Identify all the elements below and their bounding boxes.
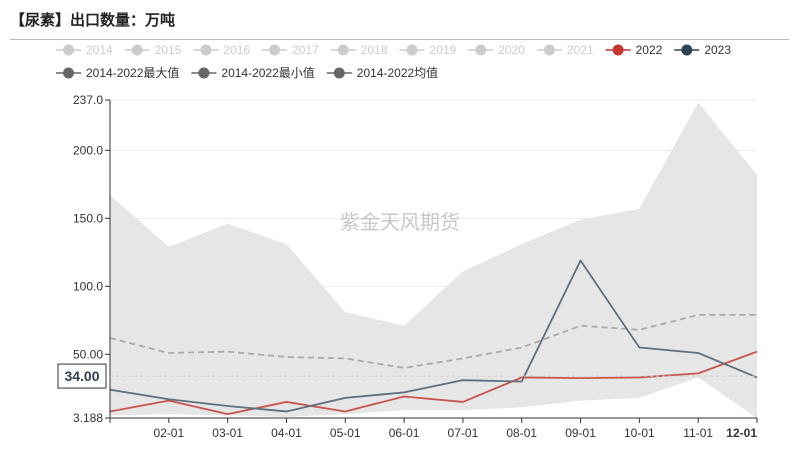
series-line-1: [109, 350, 758, 416]
legend-marker-8: [612, 44, 624, 56]
legend-item-1: 2015: [124, 43, 182, 57]
legend-marker-10: [63, 67, 74, 79]
x-tick-label-11: 12-01: [726, 426, 757, 440]
crosshair-box: [57, 363, 107, 389]
axes: 3.188 50.00 100.0 150.0 200.0 237.0 02-01 03-01…: [73, 93, 758, 440]
legend-label-10: 2014-2022最大值: [86, 65, 179, 80]
x-tick-label-2: 03-01: [212, 426, 243, 440]
legend-item-4: 2018: [330, 43, 388, 57]
legend-label-12: 2014-2022均值: [357, 65, 438, 80]
legend-marker-9: [681, 44, 693, 56]
legend-item-9: 2023: [674, 43, 731, 57]
x-tick-label-3: 04-01: [271, 426, 302, 440]
crosshair-pointer: 34.00: [57, 363, 757, 389]
legend-marker-4: [337, 44, 349, 56]
legend-marker-0: [63, 44, 74, 56]
legend-item-2: 2016: [193, 43, 250, 57]
legend-item-12: 2014-2022均值: [326, 65, 438, 80]
chart-title: 【尿素】出口数量：万吨: [10, 12, 176, 29]
max-min-band: [110, 102, 757, 419]
legend-marker-12: [333, 67, 345, 79]
legend-label-7: 2021: [567, 43, 594, 57]
legend-item-0: 2014: [56, 43, 113, 57]
legend-label-2: 2016: [223, 43, 250, 57]
legend-item-11: 2014-2022最小值: [191, 65, 315, 80]
x-tick-label-9: 10-01: [624, 426, 655, 440]
legend-marker-1: [131, 44, 143, 56]
x-tick-label-1: 02-01: [153, 426, 184, 440]
y-tick-label-3: 150.0: [73, 211, 103, 225]
x-tick-label-4: 05-01: [330, 426, 361, 440]
y-tick-label-4: 200.0: [73, 143, 103, 157]
watermark: 紫金天风期货: [340, 210, 460, 234]
y-tick-label-5: 237.0: [73, 93, 103, 107]
title-divider: [10, 39, 789, 40]
legend-label-0: 2014: [86, 43, 113, 57]
y-tick-label-2: 100.0: [73, 279, 103, 293]
legend-marker-11: [198, 67, 210, 79]
legend-item-8: 2022: [605, 43, 663, 57]
y-tick-label-1: 50.00: [73, 347, 103, 361]
legend-label-1: 2015: [155, 43, 182, 57]
legend-label-3: 2017: [292, 43, 319, 57]
x-tick-label-5: 06-01: [389, 426, 420, 440]
legend: 2014 2015 2016 2017 2018 2019 2020 2021 2022 2023…: [56, 43, 731, 80]
legend-marker-2: [200, 44, 212, 56]
x-tick-label-6: 07-01: [448, 426, 479, 440]
x-tick-label-8: 09-01: [565, 426, 596, 440]
series-lines: [109, 259, 758, 416]
legend-item-3: 2017: [262, 43, 319, 57]
crosshair-label: 34.00: [64, 368, 99, 384]
x-tick-label-7: 08-01: [506, 426, 537, 440]
legend-label-6: 2020: [498, 43, 525, 57]
legend-item-10: 2014-2022最大值: [56, 65, 179, 80]
legend-marker-3: [269, 44, 281, 56]
y-tick-label-0: 3.188: [73, 411, 103, 425]
legend-item-7: 2021: [536, 43, 594, 57]
legend-marker-5: [406, 44, 418, 56]
legend-label-9: 2023: [704, 43, 731, 57]
legend-item-5: 2019: [399, 43, 457, 57]
legend-label-11: 2014-2022最小值: [221, 65, 314, 80]
legend-marker-6: [475, 44, 487, 56]
legend-label-5: 2019: [430, 43, 457, 57]
legend-item-6: 2020: [468, 43, 525, 57]
legend-marker-7: [543, 44, 555, 56]
x-tick-label-10: 11-01: [683, 426, 713, 440]
series-line-2: [109, 259, 758, 413]
legend-label-8: 2022: [636, 43, 663, 57]
legend-label-4: 2018: [361, 43, 388, 57]
